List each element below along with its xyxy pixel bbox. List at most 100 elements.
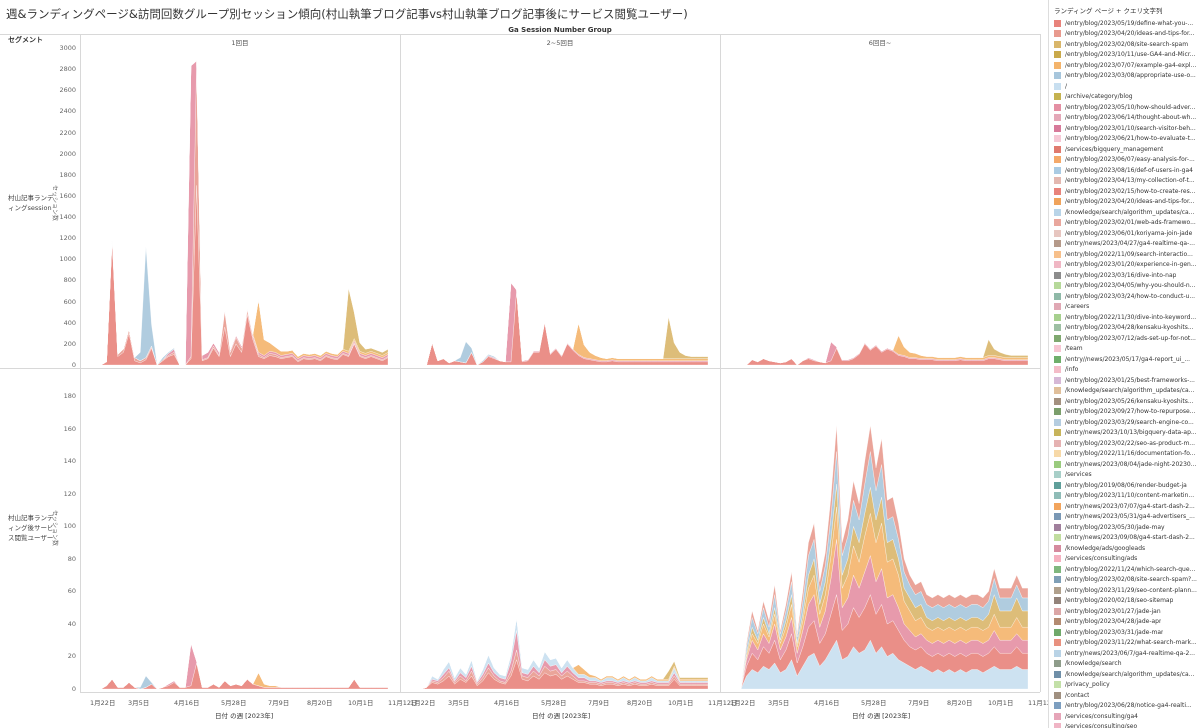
- y-tick-label: 20: [67, 652, 76, 661]
- legend-item[interactable]: /entry/blog/2023/04/20/ideas-and-tips-fo…: [1049, 197, 1200, 208]
- legend-item[interactable]: /careers: [1049, 302, 1200, 313]
- legend-item[interactable]: /services: [1049, 470, 1200, 481]
- legend-item[interactable]: /entry/blog/2023/11/22/what-search-mark.…: [1049, 638, 1200, 649]
- legend-item[interactable]: /knowledge/search: [1049, 659, 1200, 670]
- legend-label: /entry/blog/2023/01/27/jade-jan: [1065, 607, 1161, 615]
- legend-item[interactable]: /knowledge/ads/googleads: [1049, 543, 1200, 554]
- legend-item[interactable]: /services/consulting/ga4: [1049, 711, 1200, 722]
- legend-item[interactable]: /entry/blog/2023/06/07/easy-analysis-for…: [1049, 155, 1200, 166]
- legend-swatch: [1054, 103, 1061, 111]
- legend-label: /entry/blog/2023/06/28/notice-ga4-realti…: [1065, 702, 1192, 710]
- legend-item[interactable]: /entry/blog/2023/04/28/kensaku-kyoshits.…: [1049, 323, 1200, 334]
- legend-item[interactable]: /privacy_policy: [1049, 680, 1200, 691]
- legend-item[interactable]: /entry/news/2023/08/04/jade-night-20230.…: [1049, 459, 1200, 470]
- x-tick-label: 3月5日: [128, 699, 150, 707]
- legend-item[interactable]: /entry/blog/2023/04/20/ideas-and-tips-fo…: [1049, 29, 1200, 40]
- legend-item[interactable]: /entry/blog/2023/03/29/search-engine-co.…: [1049, 417, 1200, 428]
- legend-item[interactable]: /entry/blog/2023/04/28/jade-apr: [1049, 617, 1200, 628]
- legend-item[interactable]: /entry/blog/2023/07/12/ads-set-up-for-no…: [1049, 333, 1200, 344]
- legend-item[interactable]: /entry/blog/2023/01/20/experience-in-gen…: [1049, 260, 1200, 271]
- legend-item[interactable]: /knowledge/search/algorithm_updates/ca..…: [1049, 207, 1200, 218]
- legend-list: /entry/blog/2023/05/19/define-what-you-.…: [1049, 18, 1200, 728]
- legend-item[interactable]: /entry/blog/2023/05/19/define-what-you-.…: [1049, 18, 1200, 29]
- legend-label: /entry/blog/2023/05/30/jade-may: [1065, 523, 1165, 531]
- legend-swatch: [1054, 481, 1061, 489]
- legend-item[interactable]: /entry/blog/2022/11/16/documentation-fo.…: [1049, 449, 1200, 460]
- legend-item[interactable]: /entry/blog/2023/03/24/how-to-conduct-u.…: [1049, 291, 1200, 302]
- legend-item[interactable]: /entry/blog/2023/04/13/my-collection-of-…: [1049, 176, 1200, 187]
- legend-item[interactable]: /entry/news/2023/09/08/ga4-start-dash-2.…: [1049, 533, 1200, 544]
- legend-item[interactable]: /entry/blog/2023/11/29/seo-content-plann…: [1049, 585, 1200, 596]
- legend-item[interactable]: /entry/news/2023/07/07/ga4-start-dash-2.…: [1049, 501, 1200, 512]
- legend-item[interactable]: /entry/blog/2023/07/07/example-ga4-expl.…: [1049, 60, 1200, 71]
- legend-item[interactable]: /entry/blog/2023/06/14/thought-about-wh.…: [1049, 113, 1200, 124]
- legend-item[interactable]: /entry/blog/2023/01/10/search-visitor-be…: [1049, 123, 1200, 134]
- legend-item[interactable]: /entry/blog/2023/06/01/koriyama-join-jad…: [1049, 228, 1200, 239]
- header-divider: [0, 34, 1040, 35]
- legend-item[interactable]: /services/bigquery_management: [1049, 144, 1200, 155]
- legend-item[interactable]: /entry/blog/2023/03/31/jade-mar: [1049, 627, 1200, 638]
- legend-item[interactable]: /knowledge/search/algorithm_updates/ca..…: [1049, 669, 1200, 680]
- legend-item[interactable]: /entry/blog/2023/01/25/best-frameworks-.…: [1049, 375, 1200, 386]
- legend-label: /entry/news/2023/07/07/ga4-start-dash-2.…: [1065, 502, 1195, 510]
- legend-item[interactable]: /entry/blog/2023/02/01/web-ads-framewo..…: [1049, 218, 1200, 229]
- legend-item[interactable]: /entry/blog/2019/08/06/render-budget-ja: [1049, 480, 1200, 491]
- legend-item[interactable]: /entry/blog/2023/01/27/jade-jan: [1049, 606, 1200, 617]
- legend-item[interactable]: /entry/blog/2023/05/10/how-should-adver.…: [1049, 102, 1200, 113]
- legend-item[interactable]: /entry/news/2023/06/7/ga4-realtime-qa-2.…: [1049, 648, 1200, 659]
- legend-item[interactable]: /entry/news/2023/05/31/ga4-advertisers_.…: [1049, 512, 1200, 523]
- legend-item[interactable]: /entry/blog/2020/02/18/seo-sitemap: [1049, 596, 1200, 607]
- legend-item[interactable]: /entry/blog/2023/02/08/site-search-spam?…: [1049, 575, 1200, 586]
- legend-swatch: [1054, 544, 1061, 552]
- legend-item[interactable]: /entry/news/2023/04/27/ga4-realtime-qa-.…: [1049, 239, 1200, 250]
- area-series: [84, 662, 389, 690]
- legend-swatch: [1054, 345, 1061, 353]
- legend-label: /entry/blog/2022/11/30/dive-into-keyword…: [1065, 313, 1197, 321]
- legend-item[interactable]: /entry/blog/2023/02/22/seo-as-product-m.…: [1049, 438, 1200, 449]
- legend-item[interactable]: /entry/blog/2023/11/10/content-marketin.…: [1049, 491, 1200, 502]
- x-tick-label: 8月20日: [947, 699, 973, 707]
- legend-item[interactable]: /entry/blog/2022/11/30/dive-into-keyword…: [1049, 312, 1200, 323]
- panel-divider: [1040, 34, 1041, 692]
- legend-item[interactable]: /entry/blog/2023/09/27/how-to-repurpose.…: [1049, 407, 1200, 418]
- legend-item[interactable]: /info: [1049, 365, 1200, 376]
- legend-item[interactable]: /entry/blog/2023/03/08/appropriate-use-o…: [1049, 71, 1200, 82]
- legend-item[interactable]: /entry/blog/2023/02/08/site-search-spam: [1049, 39, 1200, 50]
- legend-swatch: [1054, 660, 1061, 668]
- legend-item[interactable]: /archive/category/blog: [1049, 92, 1200, 103]
- legend-swatch: [1054, 177, 1061, 185]
- legend-item[interactable]: /entry/blog/2023/10/11/use-GA4-and-Micr.…: [1049, 50, 1200, 61]
- legend-item[interactable]: /knowledge/search/algorithm_updates/ca..…: [1049, 386, 1200, 397]
- legend-label: /entry/blog/2023/02/22/seo-as-product-m.…: [1065, 439, 1196, 447]
- legend-label: /entry/blog/2023/04/20/ideas-and-tips-fo…: [1065, 30, 1195, 38]
- legend-item[interactable]: /team: [1049, 344, 1200, 355]
- legend-item[interactable]: /: [1049, 81, 1200, 92]
- legend-item[interactable]: /entry/blog/2023/05/30/jade-may: [1049, 522, 1200, 533]
- legend-item[interactable]: /entry/blog/2023/02/15/how-to-create-res…: [1049, 186, 1200, 197]
- row-divider: [0, 368, 1040, 369]
- legend-item[interactable]: /entry/blog/2023/04/05/why-you-should-n.…: [1049, 281, 1200, 292]
- y-tick-label: 0: [71, 361, 76, 369]
- legend-item[interactable]: /entry/blog/2023/08/16/def-of-users-in-g…: [1049, 165, 1200, 176]
- legend-swatch: [1054, 513, 1061, 521]
- legend-item[interactable]: /entry/blog/2023/06/21/how-to-evaluate-t…: [1049, 134, 1200, 145]
- legend-label: /entry/blog/2023/11/22/what-search-mark.…: [1065, 639, 1197, 647]
- legend-item[interactable]: /entry//news/2023/05/17/ga4-report_ui_..…: [1049, 354, 1200, 365]
- legend-item[interactable]: /entry/blog/2022/11/24/which-search-que.…: [1049, 564, 1200, 575]
- legend-label: /entry/blog/2023/03/08/appropriate-use-o…: [1065, 72, 1196, 80]
- legend-item[interactable]: /entry/news/2023/10/13/bigquery-data-ap.…: [1049, 428, 1200, 439]
- legend-swatch: [1054, 250, 1061, 258]
- x-tick-label: 3月5日: [768, 699, 790, 707]
- legend-swatch: [1054, 19, 1061, 27]
- legend-item[interactable]: /entry/blog/2023/06/28/notice-ga4-realti…: [1049, 701, 1200, 712]
- legend-label: /entry/blog/2022/11/16/documentation-fo.…: [1065, 450, 1196, 458]
- legend-item[interactable]: /entry/blog/2022/11/09/search-interactio…: [1049, 249, 1200, 260]
- legend-item[interactable]: /services/consulting/seo: [1049, 722, 1200, 728]
- legend-item[interactable]: /entry/blog/2023/05/26/kensaku-kyoshits.…: [1049, 396, 1200, 407]
- x-tick-label: 3月5日: [448, 699, 470, 707]
- legend-item[interactable]: /entry/blog/2023/03/16/dive-into-nap: [1049, 270, 1200, 281]
- area-series: [84, 60, 389, 366]
- legend-swatch: [1054, 292, 1061, 300]
- legend-item[interactable]: /services/consulting/ads: [1049, 554, 1200, 565]
- legend-item[interactable]: /contact: [1049, 690, 1200, 701]
